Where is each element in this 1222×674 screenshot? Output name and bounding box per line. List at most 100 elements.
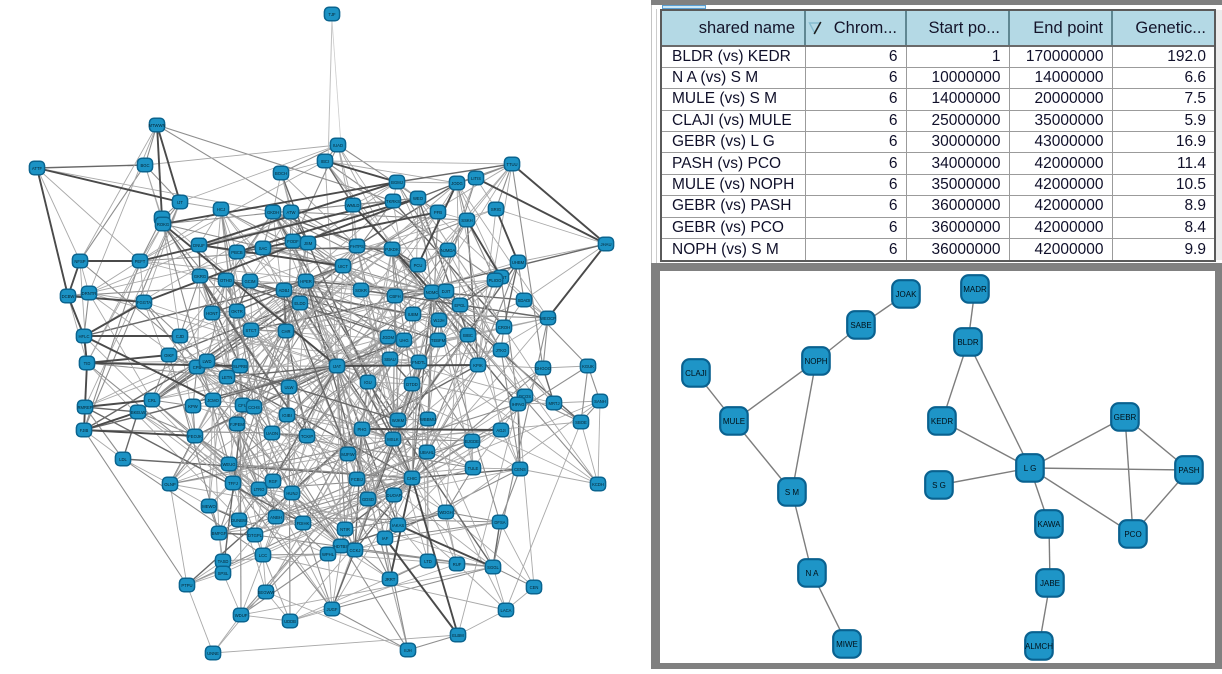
svg-text:IIJH: IIJH: [404, 648, 411, 653]
svg-text:JUGF: JUGF: [327, 607, 338, 612]
svg-text:CPB: CPB: [193, 365, 202, 370]
svg-text:IAF: IAF: [382, 536, 389, 541]
svg-text:RGF: RGF: [269, 479, 278, 484]
svg-text:ULW: ULW: [285, 385, 294, 390]
svg-text:HONT: HONT: [206, 311, 218, 316]
svg-text:FJPEM: FJPEM: [230, 422, 244, 427]
svg-text:TEBFM: TEBFM: [431, 338, 446, 343]
svg-text:ELBM: ELBM: [452, 633, 464, 638]
svg-text:EPGL: EPGL: [454, 303, 466, 308]
svg-text:LITIS: LITIS: [471, 176, 481, 181]
svg-text:NFSP: NFSP: [74, 259, 85, 264]
svg-text:TULE: TULE: [468, 466, 479, 471]
svg-text:UDDB: UDDB: [284, 619, 296, 624]
svg-text:ATW: ATW: [287, 210, 296, 215]
svg-text:MULE: MULE: [723, 417, 745, 426]
svg-text:KAWA: KAWA: [1038, 520, 1062, 529]
svg-text:PCU: PCU: [414, 263, 423, 268]
svg-text:LTD: LTD: [424, 559, 432, 564]
svg-text:WDUF: WDUF: [235, 613, 248, 618]
svg-text:FNDTL: FNDTL: [412, 360, 426, 365]
svg-text:MIWE: MIWE: [836, 640, 858, 649]
svg-text:PCO: PCO: [1124, 530, 1141, 539]
svg-text:JHAU: JHAU: [601, 242, 612, 247]
svg-text:JGDM: JGDM: [382, 335, 394, 340]
svg-text:HPER: HPER: [300, 279, 312, 284]
svg-text:TJF: TJF: [328, 12, 336, 17]
svg-text:MADR: MADR: [963, 285, 987, 294]
svg-text:SEGWW: SEGWW: [258, 590, 275, 595]
svg-text:IJT: IJT: [177, 200, 183, 205]
svg-text:IUBM: IUBM: [408, 312, 419, 317]
svg-text:S G: S G: [932, 481, 946, 490]
svg-text:KPW: KPW: [188, 404, 198, 409]
svg-text:SGGL: SGGL: [487, 565, 499, 570]
svg-text:DJIT: DJIT: [442, 289, 451, 294]
svg-text:BLDR: BLDR: [957, 338, 979, 347]
svg-text:AGJI: AGJI: [496, 428, 505, 433]
svg-text:LDL: LDL: [119, 457, 127, 462]
svg-text:CROH: CROH: [498, 325, 510, 330]
svg-text:KPIK: KPIK: [473, 363, 483, 368]
svg-text:IUAD: IUAD: [333, 143, 343, 148]
svg-text:WBBMU: WBBMU: [420, 417, 436, 422]
svg-text:TFFJ: TFFJ: [228, 481, 238, 486]
svg-text:JTKO: JTKO: [496, 348, 507, 353]
svg-text:WJJH: WJJH: [433, 318, 444, 323]
svg-text:GEBR: GEBR: [1114, 413, 1137, 422]
svg-text:HDTBS: HDTBS: [334, 544, 348, 549]
svg-text:MSLK: MSLK: [387, 437, 399, 442]
svg-text:SLPRB: SLPRB: [233, 364, 247, 369]
svg-text:JOAK: JOAK: [896, 290, 918, 299]
svg-text:GHGOO: GHGOO: [535, 366, 552, 371]
svg-text:UAON: UAON: [266, 431, 278, 436]
svg-text:PJKDK: PJKDK: [385, 247, 399, 252]
svg-text:KEDR: KEDR: [931, 417, 953, 426]
svg-text:MEWO: MEWO: [202, 504, 216, 509]
svg-text:LTRO: LTRO: [254, 487, 266, 492]
svg-text:IHPAG: IHPAG: [512, 402, 525, 407]
svg-text:ADBJ: ADBJ: [279, 288, 290, 293]
svg-text:BIBC: BIBC: [463, 333, 473, 338]
svg-text:HFLC: HFLC: [79, 334, 90, 339]
svg-text:DUOAP: DUOAP: [387, 493, 402, 498]
svg-text:HUNJ: HUNJ: [286, 491, 297, 496]
svg-text:SANH: SANH: [594, 399, 606, 404]
svg-text:UBAHL: UBAHL: [420, 450, 435, 455]
svg-text:SDADI: SDADI: [518, 298, 531, 303]
svg-text:FJIB: FJIB: [80, 428, 89, 433]
svg-text:NJMDA: NJMDA: [441, 248, 456, 253]
svg-text:IAKAS: IAKAS: [392, 523, 405, 528]
svg-text:UNNE: UNNE: [207, 651, 219, 656]
svg-text:LCC: LCC: [259, 553, 267, 558]
svg-text:PASH: PASH: [1178, 466, 1199, 475]
svg-text:DTGPL: DTGPL: [248, 533, 263, 538]
svg-text:JRRT: JRRT: [385, 577, 396, 582]
svg-text:WJKM: WJKM: [392, 418, 405, 423]
svg-text:DRNTR: DRNTR: [82, 291, 97, 296]
svg-text:WPHL: WPHL: [322, 552, 335, 557]
svg-text:IGU: IGU: [364, 380, 371, 385]
svg-text:NOPH: NOPH: [804, 357, 827, 366]
svg-text:SAC: SAC: [259, 246, 268, 251]
svg-text:SBAU: SBAU: [384, 357, 395, 362]
svg-text:JODG: JODG: [451, 181, 463, 186]
svg-text:PEFT: PEFT: [135, 259, 146, 264]
svg-text:BJGDE: BJGDE: [465, 439, 479, 444]
svg-text:OKTR: OKTR: [231, 309, 243, 314]
svg-text:ROKG: ROKG: [157, 222, 169, 227]
svg-text:N A: N A: [806, 569, 820, 578]
svg-text:WMLD: WMLD: [347, 203, 360, 208]
svg-text:CFUI: CFUI: [238, 403, 248, 408]
svg-text:PFB: PFB: [434, 210, 442, 215]
svg-text:BMFGF: BMFGF: [212, 531, 227, 536]
svg-text:TCKIP: TCKIP: [301, 434, 314, 439]
svg-text:CRL: CRL: [148, 398, 157, 403]
svg-text:GCIM: GCIM: [245, 279, 256, 284]
svg-text:ATTF: ATTF: [32, 166, 43, 171]
svg-text:IJAT: IJAT: [333, 364, 342, 369]
svg-text:MRTJ: MRTJ: [548, 401, 559, 406]
svg-text:FCBIJ: FCBIJ: [351, 477, 363, 482]
svg-text:ELDD: ELDD: [294, 301, 305, 306]
svg-text:PBCB: PBCB: [231, 250, 243, 255]
